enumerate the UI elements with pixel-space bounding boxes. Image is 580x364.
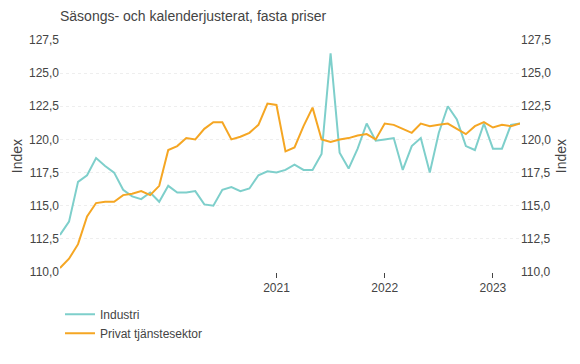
svg-text:2021: 2021 [263,281,290,295]
svg-text:127,5: 127,5 [521,33,551,47]
svg-text:Säsongs- och kalenderjusterat,: Säsongs- och kalenderjusterat, fasta pri… [60,8,326,24]
svg-text:2022: 2022 [371,281,398,295]
svg-text:Index: Index [9,139,25,173]
svg-text:127,5: 127,5 [29,33,59,47]
svg-text:Index: Index [553,139,569,173]
svg-text:112,5: 112,5 [30,232,59,246]
svg-text:110,0: 110,0 [30,265,59,279]
svg-text:120,0: 120,0 [521,133,551,147]
svg-text:115,0: 115,0 [521,199,550,213]
svg-text:125,0: 125,0 [29,66,59,80]
svg-text:Privat tjänstesektor: Privat tjänstesektor [100,327,202,341]
svg-text:110,0: 110,0 [521,265,550,279]
svg-text:117,5: 117,5 [30,166,59,180]
svg-text:115,0: 115,0 [30,199,59,213]
svg-text:122,5: 122,5 [29,99,59,113]
svg-text:2023: 2023 [480,281,507,295]
svg-text:120,0: 120,0 [29,133,59,147]
svg-text:Industri: Industri [100,308,139,322]
svg-text:112,5: 112,5 [521,232,550,246]
svg-text:117,5: 117,5 [521,166,550,180]
svg-text:125,0: 125,0 [521,66,551,80]
svg-text:122,5: 122,5 [521,99,551,113]
